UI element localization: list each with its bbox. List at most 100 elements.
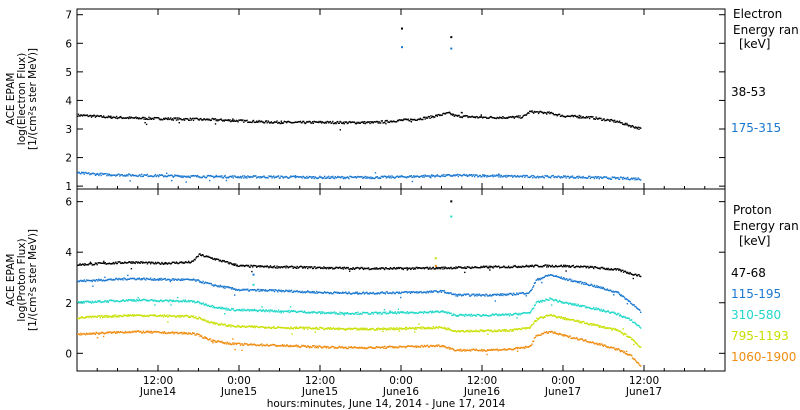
data-point: [616, 314, 618, 316]
data-point: [238, 177, 240, 179]
data-point: [286, 289, 288, 292]
data-point: [520, 292, 523, 294]
data-point: [141, 173, 143, 176]
data-point: [201, 176, 204, 179]
data-point: [369, 291, 371, 294]
data-point: [277, 291, 279, 293]
data-point: [465, 349, 467, 351]
data-point: [491, 294, 494, 296]
data-point: [504, 330, 507, 332]
data-point: [389, 345, 392, 348]
data-point: [459, 331, 461, 333]
data-point: [317, 177, 319, 179]
data-point: [217, 307, 219, 309]
data-point: [91, 300, 93, 303]
data-point: [232, 177, 234, 179]
data-point: [434, 176, 436, 178]
data-point: [121, 300, 123, 302]
data-point: [383, 122, 385, 124]
data-point: [239, 308, 241, 311]
data-point: [232, 118, 234, 120]
data-point: [499, 349, 501, 351]
data-point: [448, 174, 451, 176]
data-point: [151, 299, 153, 301]
data-point: [492, 330, 494, 333]
data-point: [271, 177, 273, 179]
data-point: [332, 120, 334, 123]
data-point: [217, 340, 219, 342]
data-point: [420, 290, 422, 293]
data-point: [93, 114, 95, 116]
data-point: [222, 306, 224, 309]
data-point: [557, 333, 559, 335]
data-point: [128, 278, 131, 280]
data-point: [402, 346, 404, 348]
data-point: [77, 280, 80, 283]
data-point: [328, 175, 330, 178]
data-point: [90, 279, 93, 282]
data-point: [229, 287, 231, 289]
data-point: [313, 345, 315, 347]
data-point: [152, 261, 154, 264]
data-point: [371, 327, 374, 330]
data-point: [84, 333, 86, 335]
data-point: [280, 175, 282, 177]
data-point: [388, 268, 391, 270]
data-point: [396, 267, 399, 270]
data-point: [108, 262, 110, 264]
data-point: [291, 327, 294, 329]
data-point: [443, 175, 446, 178]
data-point: [368, 268, 370, 271]
data-point: [543, 265, 545, 267]
data-point: [615, 329, 617, 332]
data-point: [578, 114, 580, 117]
data-point: [414, 312, 417, 314]
data-point: [401, 175, 404, 178]
data-point: [547, 112, 549, 114]
data-point: [614, 119, 616, 122]
data-point: [193, 117, 195, 120]
data-point: [95, 301, 97, 303]
data-point: [529, 327, 531, 329]
data-point: [303, 176, 305, 178]
data-point: [310, 122, 312, 124]
data-point: [111, 279, 114, 281]
data-point: [609, 268, 611, 270]
data-point: [287, 311, 289, 313]
data-point: [432, 326, 434, 328]
data-point: [444, 175, 447, 177]
data-point: [384, 347, 387, 349]
data-point: [286, 327, 288, 330]
data-point: [367, 177, 369, 179]
data-point: [353, 327, 355, 330]
data-point: [493, 174, 495, 176]
data-point: [563, 318, 566, 320]
data-point: [410, 327, 413, 330]
data-point: [208, 256, 210, 258]
data-point: [605, 289, 607, 291]
data-point: [222, 286, 225, 289]
data-point: [355, 123, 357, 125]
data-point: [79, 280, 81, 282]
data-point: [622, 295, 624, 297]
data-point: [553, 275, 555, 277]
data-point: [298, 121, 300, 123]
data-point: [142, 116, 144, 119]
data-point: [591, 265, 593, 268]
data-point: [481, 266, 483, 269]
data-point: [397, 292, 400, 295]
data-point: [250, 176, 252, 178]
data-point: [357, 311, 359, 313]
data-point: [542, 277, 545, 279]
data-point: [456, 114, 458, 117]
data-point: [543, 111, 545, 114]
data-point: [386, 119, 388, 122]
data-point: [94, 114, 96, 117]
data-point: [639, 346, 641, 348]
data-point: [565, 266, 567, 268]
data-point: [315, 345, 317, 347]
data-point: [149, 277, 152, 279]
data-point: [248, 325, 251, 327]
data-point: [158, 331, 161, 334]
data-point: [287, 290, 289, 293]
